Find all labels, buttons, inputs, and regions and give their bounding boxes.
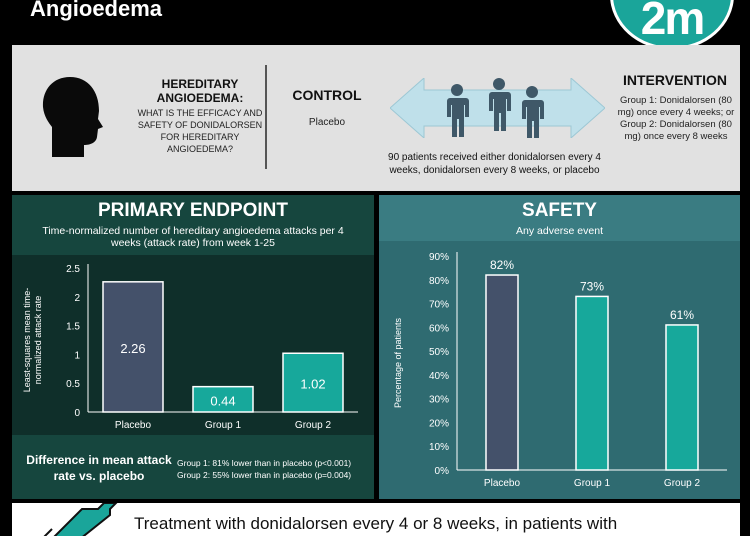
y-tick-label: 10% xyxy=(429,442,449,453)
population-text: 90 patients received either donidalorsen… xyxy=(388,152,601,176)
journal-logo: 2m xyxy=(610,0,734,50)
bar-group-1 xyxy=(575,295,609,471)
y-tick-label: 50% xyxy=(429,347,449,358)
primary-header: PRIMARY ENDPOINT Time-normalized number … xyxy=(12,195,374,255)
y-tick-label: 1 xyxy=(74,350,80,361)
x-tick-label: Group 1 xyxy=(205,420,242,431)
data-label: 73% xyxy=(580,279,604,293)
y-axis-label: Least-squares mean time-normalized attac… xyxy=(22,288,43,393)
question-text: WHAT IS THE EFFICACY AND SAFETY OF DONID… xyxy=(137,108,263,154)
difference-group1: Group 1: 81% lower than in placebo (p<0.… xyxy=(177,458,352,468)
bar-group-1 xyxy=(192,385,254,413)
x-tick-label: Placebo xyxy=(484,478,521,489)
safety-title: SAFETY xyxy=(522,200,597,221)
intervention-title: INTERVENTION xyxy=(623,72,727,88)
safety-subtitle: Any adverse event xyxy=(516,225,603,237)
primary-chart-area: 0 0.5 1 1.5 2 2.5 Least-squares mean time-norm… xyxy=(12,255,374,435)
page-title: Angioedema xyxy=(30,0,163,21)
y-tick-label: 2.5 xyxy=(66,264,80,275)
data-label: 2.26 xyxy=(120,341,145,356)
bar-group-2 xyxy=(665,324,699,471)
bar-placebo xyxy=(485,274,519,471)
y-tick-label: 70% xyxy=(429,300,449,311)
control-text: Placebo xyxy=(308,117,346,128)
y-tick-label: 0.5 xyxy=(66,379,80,390)
difference-group2: Group 2: 55% lower than in placebo (p=0.… xyxy=(177,470,352,480)
intervention-text: Group 1: Donidalorsen (80 mg) once every… xyxy=(617,95,735,143)
bar-placebo xyxy=(102,281,164,413)
primary-subtitle: Time-normalized number of hereditary ang… xyxy=(42,225,344,249)
primary-title: PRIMARY ENDPOINT xyxy=(97,200,289,221)
pico-panel: HEREDITARY ANGIOEDEMA: WHAT IS THE EFFIC… xyxy=(12,45,740,191)
bar-group-2 xyxy=(282,352,344,413)
y-tick-label: 1.5 xyxy=(66,322,80,333)
title-bar: Angioedema 2m xyxy=(0,0,750,50)
logo-text: 2m xyxy=(640,0,705,44)
control-title: CONTROL xyxy=(292,87,362,103)
question-title: HEREDITARY ANGIOEDEMA: xyxy=(156,77,244,105)
difference-text: Group 1: 81% lower than in placebo (p<0.… xyxy=(177,457,372,481)
y-tick-label: 2 xyxy=(74,293,80,304)
safety-panel: SAFETY Any adverse event 0% 10% 20% 30% 40% 5… xyxy=(379,195,740,499)
y-tick-label: 0 xyxy=(74,408,80,419)
x-tick-label: Group 1 xyxy=(574,478,611,489)
safety-chart-area: 0% 10% 20% 30% 40% 50% 60% 70% 80% 90% Percentage … xyxy=(379,241,740,499)
safety-bar-chart: 0% 10% 20% 30% 40% 50% 60% 70% 80% 90% Percentage … xyxy=(393,252,727,489)
primary-bar-chart: 0 0.5 1 1.5 2 2.5 Least-squares mean time-norm… xyxy=(22,264,358,431)
y-tick-label: 20% xyxy=(429,418,449,429)
y-tick-label: 40% xyxy=(429,371,449,382)
y-tick-label: 60% xyxy=(429,323,449,334)
double-arrow-icon xyxy=(390,78,605,138)
y-tick-label: 80% xyxy=(429,276,449,287)
x-tick-label: Group 2 xyxy=(295,420,332,431)
y-tick-label: 0% xyxy=(435,466,450,477)
x-tick-label: Group 2 xyxy=(664,478,701,489)
intervention-group2: Group 2: Donidalorsen (80 mg) once every… xyxy=(620,119,732,142)
x-tick-label: Placebo xyxy=(115,420,152,431)
primary-endpoint-panel: PRIMARY ENDPOINT Time-normalized number … xyxy=(12,195,374,499)
head-silhouette-icon xyxy=(42,77,103,157)
data-label: 0.44 xyxy=(210,393,235,408)
intervention-group1: Group 1: Donidalorsen (80 mg) once every… xyxy=(617,95,735,118)
conclusion-text: Treatment with donidalorsen every 4 or 8… xyxy=(134,514,618,533)
patients-icon xyxy=(447,78,544,138)
y-axis-label: Percentage of patients xyxy=(393,317,403,408)
syringe-icon xyxy=(43,503,118,536)
data-label: 82% xyxy=(490,258,514,272)
data-label: 61% xyxy=(670,308,694,322)
y-tick-label: 30% xyxy=(429,395,449,406)
y-tick-label: 90% xyxy=(429,252,449,263)
conclusion-panel: Treatment with donidalorsen every 4 or 8… xyxy=(12,503,740,536)
data-label: 1.02 xyxy=(300,377,325,392)
divider xyxy=(265,65,267,169)
difference-title: Difference in mean attack rate vs. place… xyxy=(26,453,172,483)
